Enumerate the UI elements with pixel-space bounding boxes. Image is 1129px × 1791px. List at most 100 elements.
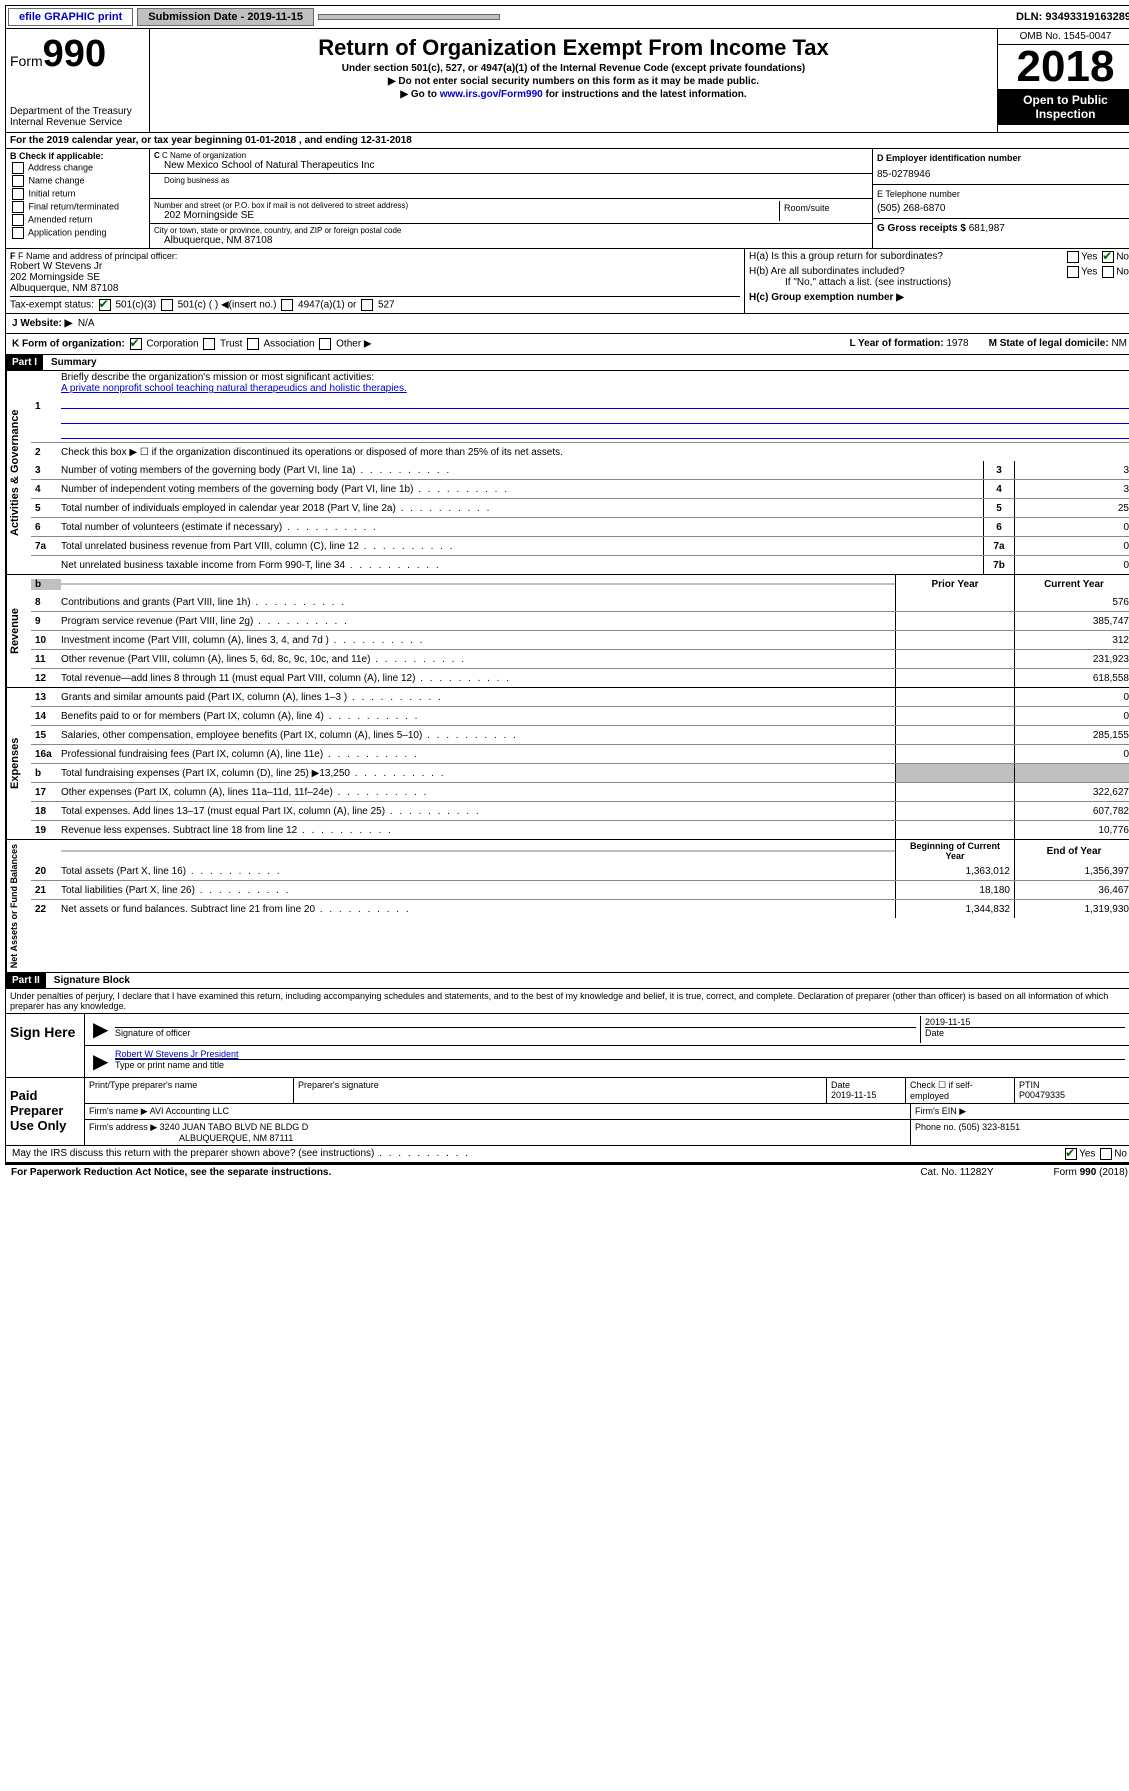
discuss-row: May the IRS discuss this return with the… [5,1146,1129,1163]
summary-row: 3 Number of voting members of the govern… [31,461,1129,479]
activities-governance: Activities & Governance 1 Briefly descri… [5,371,1129,575]
financial-row: 9 Program service revenue (Part VIII, li… [31,611,1129,630]
financial-row: 15 Salaries, other compensation, employe… [31,725,1129,744]
checkbox-option[interactable]: Initial return [10,188,145,200]
hb-no[interactable] [1102,266,1114,278]
checkbox-option[interactable]: Amended return [10,214,145,226]
rev-label: Revenue [6,575,31,687]
financial-row: 19 Revenue less expenses. Subtract line … [31,820,1129,839]
street-address: 202 Morningside SE [154,210,779,221]
527-checkbox[interactable] [361,299,373,311]
room-suite-label: Room/suite [780,201,868,221]
summary-row: 4 Number of independent voting members o… [31,479,1129,498]
financial-row: 17 Other expenses (Part IX, column (A), … [31,782,1129,801]
net-label: Net Assets or Fund Balances [6,840,31,972]
financial-row: 14 Benefits paid to or for members (Part… [31,706,1129,725]
other-checkbox[interactable] [319,338,331,350]
discuss-no[interactable] [1100,1148,1112,1160]
instructions-link[interactable]: www.irs.gov/Form990 [440,89,543,100]
summary-row: 6 Total number of volunteers (estimate i… [31,517,1129,536]
city-state-zip: Albuquerque, NM 87108 [154,235,868,246]
summary-row: 7a Total unrelated business revenue from… [31,536,1129,555]
checkbox-option[interactable]: Application pending [10,227,145,239]
tax-exempt-row: Tax-exempt status: 501(c)(3) 501(c) ( ) … [10,296,740,311]
ssn-warning: ▶ Do not enter social security numbers o… [158,76,989,87]
revenue-section: Revenue b Prior Year Current Year 8 Cont… [5,575,1129,688]
corp-checkbox[interactable] [130,338,142,350]
tax-year: 2018 [998,45,1129,89]
city-label: City or town, state or province, country… [154,226,868,235]
perjury-statement: Under penalties of perjury, I declare th… [5,989,1129,1014]
financial-row: 20 Total assets (Part X, line 16) 1,363,… [31,862,1129,880]
section-j: J Website: ▶ N/A [5,314,1129,334]
4947-checkbox[interactable] [281,299,293,311]
form-title: Return of Organization Exempt From Incom… [158,35,989,61]
paid-preparer-label: Paid Preparer Use Only [6,1078,85,1145]
ein-value: 85-0278946 [877,169,1129,180]
financial-row: 21 Total liabilities (Part X, line 26) 1… [31,880,1129,899]
checkbox-option[interactable]: Name change [10,175,145,187]
irs-label: Internal Revenue Service [10,117,145,128]
mission-text[interactable]: A private nonprofit school teaching natu… [61,383,407,394]
sections-f-h: F F Name and address of principal office… [5,249,1129,314]
section-b: B Check if applicable: Address change Na… [6,149,150,248]
net-assets-section: Net Assets or Fund Balances Beginning of… [5,840,1129,973]
submission-date-box: Submission Date - 2019-11-15 [137,8,314,26]
sections-d-e-g: D Employer identification number 85-0278… [873,149,1129,248]
top-toolbar: efile GRAPHIC print Submission Date - 20… [5,5,1129,29]
part2-header: Part II Signature Block [5,973,1129,989]
spacer-box [318,14,500,20]
financial-row: 12 Total revenue—add lines 8 through 11 … [31,668,1129,687]
dln-label: DLN: 93493319163289 [1016,11,1129,23]
assoc-checkbox[interactable] [247,338,259,350]
line-a: For the 2019 calendar year, or tax year … [5,133,1129,149]
page-footer: For Paperwork Reduction Act Notice, see … [5,1163,1129,1180]
efile-print-button[interactable]: efile GRAPHIC print [8,8,133,26]
phone-label: E Telephone number [877,189,1129,199]
section-h: H(a) Is this a group return for subordin… [745,249,1129,313]
gross-receipts: G Gross receipts $ 681,987 [873,219,1129,238]
financial-row: 18 Total expenses. Add lines 13–17 (must… [31,801,1129,820]
paid-preparer-block: Paid Preparer Use Only Print/Type prepar… [5,1078,1129,1146]
form-header: Form990 Department of the Treasury Inter… [5,29,1129,133]
instructions-link-row: ▶ Go to www.irs.gov/Form990 for instruct… [158,89,989,100]
dba-label: Doing business as [154,176,868,185]
summary-row: Net unrelated business taxable income fr… [31,555,1129,574]
expenses-section: Expenses 13 Grants and similar amounts p… [5,688,1129,840]
checkbox-option[interactable]: Final return/terminated [10,201,145,213]
section-f: F F Name and address of principal office… [6,249,745,313]
part1-header: Part I Summary [5,355,1129,371]
sections-b-to-g: B Check if applicable: Address change Na… [5,149,1129,249]
dept-label: Department of the Treasury [10,106,145,117]
sign-here-block: Sign Here ▶ Signature of officer 2019-11… [5,1014,1129,1078]
ha-yes[interactable] [1067,251,1079,263]
section-k-l-m: K Form of organization: Corporation Trus… [5,334,1129,355]
exp-label: Expenses [6,688,31,839]
financial-row: 8 Contributions and grants (Part VIII, l… [31,593,1129,611]
open-to-public: Open to Public Inspection [998,89,1129,125]
website-value: N/A [78,318,95,329]
phone-value: (505) 268-6870 [877,203,1129,214]
section-c: C C Name of organization New Mexico Scho… [150,149,873,248]
ha-no[interactable] [1102,251,1114,263]
ein-label: D Employer identification number [877,153,1129,163]
financial-row: b Total fundraising expenses (Part IX, c… [31,763,1129,782]
sign-here-label: Sign Here [6,1014,85,1077]
checkbox-option[interactable]: Address change [10,162,145,174]
form-ref: Form 990 (2018) [1054,1167,1128,1178]
501c-checkbox[interactable] [161,299,173,311]
discuss-yes[interactable] [1065,1148,1077,1160]
form-number: Form990 [10,33,145,76]
financial-row: 13 Grants and similar amounts paid (Part… [31,688,1129,706]
hb-yes[interactable] [1067,266,1079,278]
financial-row: 16a Professional fundraising fees (Part … [31,744,1129,763]
financial-row: 11 Other revenue (Part VIII, column (A),… [31,649,1129,668]
org-name-label: C C Name of organization [154,151,868,160]
trust-checkbox[interactable] [203,338,215,350]
org-name: New Mexico School of Natural Therapeutic… [154,160,868,171]
financial-row: 10 Investment income (Part VIII, column … [31,630,1129,649]
501c3-checkbox[interactable] [99,299,111,311]
form-subtitle: Under section 501(c), 527, or 4947(a)(1)… [158,63,989,74]
summary-row: 5 Total number of individuals employed i… [31,498,1129,517]
officer-name: Robert W Stevens Jr President [115,1049,1125,1059]
